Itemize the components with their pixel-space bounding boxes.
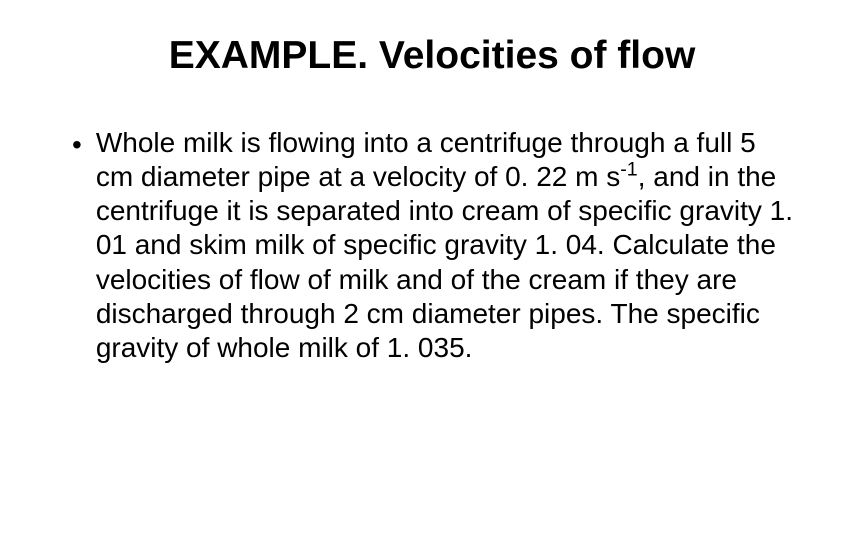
bullet-item: • Whole milk is flowing into a centrifug… <box>70 126 794 365</box>
superscript-exponent: -1 <box>620 159 637 181</box>
bullet-text: Whole milk is flowing into a centrifuge … <box>96 126 794 365</box>
slide-container: EXAMPLE. Velocities of flow • Whole milk… <box>0 0 864 540</box>
slide-title: EXAMPLE. Velocities of flow <box>70 34 794 78</box>
bullet-marker-icon: • <box>72 128 82 162</box>
